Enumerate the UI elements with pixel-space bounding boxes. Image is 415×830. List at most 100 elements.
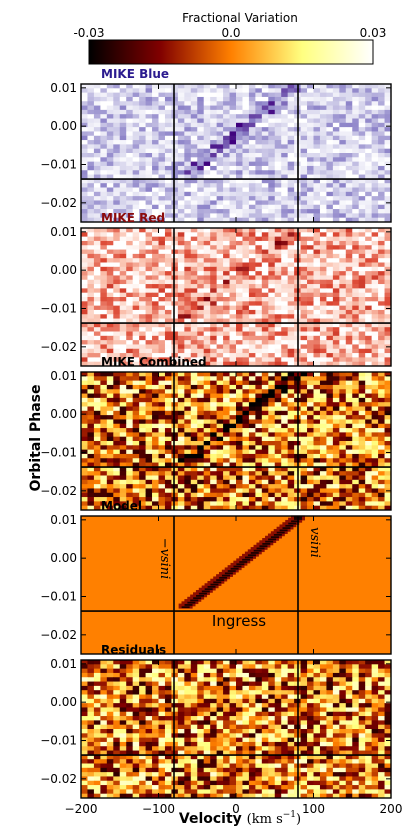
heatmap-cell: [132, 284, 140, 289]
heatmap-cell: [307, 331, 314, 337]
heatmap-cell: [152, 101, 159, 106]
heatmap-cell: [236, 144, 243, 150]
heatmap-cell: [100, 153, 108, 158]
heatmap-cell: [210, 488, 218, 494]
heatmap-cell: [171, 462, 179, 468]
heatmap-cell: [255, 92, 263, 98]
heatmap-cell: [158, 301, 166, 307]
heatmap-cell: [300, 423, 308, 429]
panel-title: Residuals: [101, 643, 166, 657]
heatmap-cell: [339, 335, 347, 341]
heatmap-cell: [345, 279, 353, 285]
heatmap-cell: [242, 101, 250, 106]
heatmap-cell: [210, 209, 218, 214]
heatmap-cell: [81, 445, 88, 451]
heatmap-cell: [100, 288, 108, 294]
heatmap-cell: [106, 114, 114, 119]
heatmap-cell: [164, 196, 172, 201]
heatmap-cell: [326, 228, 334, 233]
heatmap-cell: [352, 165, 360, 171]
heatmap-cell: [184, 318, 192, 324]
heatmap-cell: [190, 322, 198, 328]
heatmap-cell: [307, 397, 314, 403]
heatmap-cell: [339, 232, 347, 238]
heatmap-cell: [171, 479, 179, 485]
heatmap-cell: [365, 372, 373, 377]
heatmap-cell: [365, 441, 373, 446]
heatmap-cell: [229, 445, 237, 451]
heatmap-cell: [255, 217, 263, 223]
heatmap-cell: [152, 127, 159, 132]
heatmap-cell: [319, 340, 327, 345]
heatmap-cell: [223, 174, 230, 180]
heatmap-cell: [164, 668, 172, 674]
heatmap-cell: [352, 357, 360, 363]
heatmap-cell: [332, 178, 340, 184]
heatmap-cell: [223, 148, 230, 154]
heatmap-cell: [100, 240, 108, 246]
heatmap-cell: [81, 170, 88, 175]
heatmap-cell: [93, 279, 101, 285]
heatmap-cell: [87, 492, 95, 498]
heatmap-cell: [197, 492, 205, 498]
heatmap-cell: [152, 200, 159, 206]
heatmap-cell: [326, 466, 334, 472]
heatmap-cell: [365, 449, 373, 455]
heatmap-cell: [126, 361, 134, 367]
heatmap-cell: [274, 109, 282, 115]
heatmap-cell: [106, 322, 114, 328]
heatmap-cell: [300, 105, 308, 111]
heatmap-cell: [145, 327, 153, 332]
heatmap-cell: [177, 348, 185, 354]
heatmap-cell: [197, 165, 205, 171]
heatmap-cell: [132, 161, 140, 167]
heatmap-cell: [132, 384, 140, 390]
heatmap-cell: [87, 122, 95, 128]
heatmap-cell: [210, 191, 218, 197]
heatmap-cell: [313, 471, 321, 476]
heatmap-cell: [229, 170, 237, 175]
heatmap-cell: [132, 322, 140, 328]
heatmap-cell: [164, 161, 172, 167]
heatmap-cell: [184, 479, 192, 485]
heatmap-cell: [248, 314, 256, 319]
heatmap-cell: [87, 232, 95, 238]
heatmap-cell: [119, 96, 127, 102]
heatmap-cell: [371, 109, 379, 115]
heatmap-cell: [332, 462, 340, 468]
heatmap-cell: [100, 301, 108, 307]
heatmap-cell: [132, 109, 140, 115]
heatmap-cell: [365, 305, 373, 311]
heatmap-cell: [210, 135, 218, 141]
heatmap-cell: [236, 288, 243, 294]
heatmap-cell: [210, 492, 218, 498]
y-tick-label: −0.01: [40, 302, 77, 316]
heatmap-cell: [236, 501, 243, 507]
heatmap-cell: [139, 318, 146, 324]
heatmap-cell: [281, 240, 289, 246]
heatmap-cell: [261, 109, 269, 115]
heatmap-cell: [210, 419, 218, 425]
heatmap-cell: [132, 245, 140, 250]
heatmap-cell: [358, 109, 366, 115]
heatmap-cell: [164, 305, 172, 311]
heatmap-cell: [184, 262, 192, 268]
heatmap-cell: [378, 419, 385, 425]
heatmap-cell: [106, 127, 114, 132]
heatmap-cell: [358, 419, 366, 425]
heatmap-cell: [274, 380, 282, 386]
heatmap-cell: [106, 361, 114, 367]
heatmap-cell: [281, 305, 289, 311]
heatmap-cell: [177, 297, 185, 302]
heatmap-cell: [300, 445, 308, 451]
heatmap-cell: [332, 196, 340, 201]
heatmap-cell: [223, 660, 230, 665]
heatmap-cell: [190, 453, 198, 459]
heatmap-cell: [371, 288, 379, 294]
heatmap-cell: [152, 301, 159, 307]
heatmap-cell: [100, 157, 108, 163]
heatmap-cell: [358, 249, 366, 255]
heatmap-cell: [236, 301, 243, 307]
heatmap-cell: [255, 397, 263, 403]
heatmap-cell: [210, 458, 218, 463]
